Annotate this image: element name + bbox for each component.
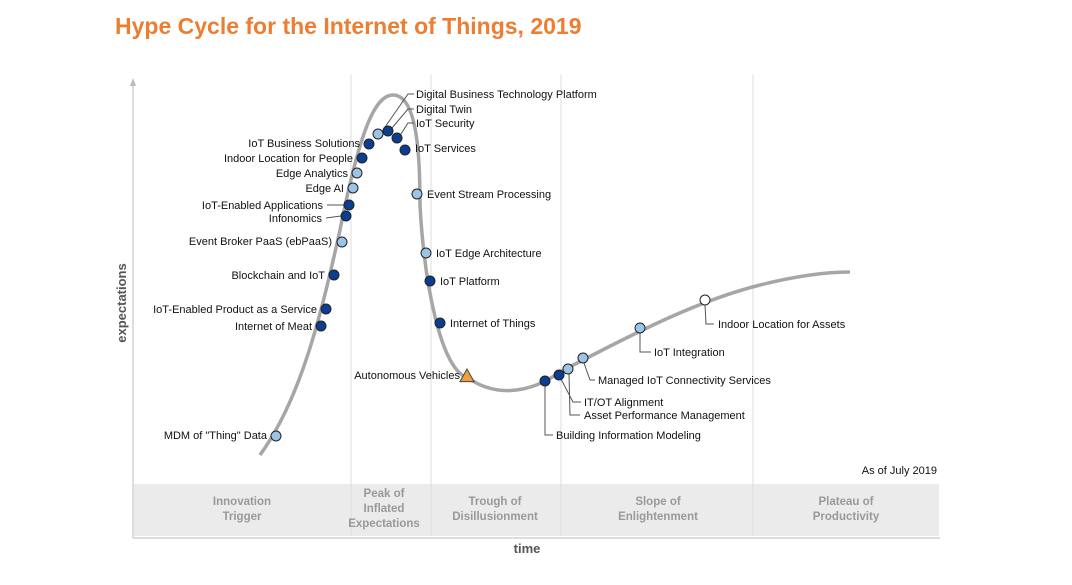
label-digital-business-technology-platform: Digital Business Technology Platform xyxy=(416,89,597,101)
leader-line-digital-business-technology-platform xyxy=(382,93,414,131)
label-it-ot-alignment: IT/OT Alignment xyxy=(584,397,663,409)
leader-line-iot-security xyxy=(400,122,414,135)
marker-iot-business-solutions xyxy=(363,138,375,150)
label-event-stream-processing: Event Stream Processing xyxy=(427,189,551,201)
marker-managed-iot-connectivity-services xyxy=(577,352,589,364)
marker-edge-ai xyxy=(347,182,359,194)
label-managed-iot-connectivity-services: Managed IoT Connectivity Services xyxy=(598,375,771,387)
label-event-broker-paas-ebpaas: Event Broker PaaS (ebPaaS) xyxy=(189,236,332,248)
label-iot-security: IoT Security xyxy=(416,118,475,130)
marker-iot-edge-architecture xyxy=(420,247,432,259)
phase-separators xyxy=(350,74,754,536)
leader-line-building-information-modeling xyxy=(544,386,553,436)
label-internet-of-things: Internet of Things xyxy=(450,318,536,330)
marker-mdm-of-thing-data xyxy=(270,430,282,442)
leader-line-infonomics xyxy=(325,215,342,219)
marker-asset-performance-management xyxy=(562,363,574,375)
phase-label: Peak of Inflated Expectations xyxy=(348,488,420,530)
marker-event-stream-processing xyxy=(411,188,423,200)
leader-line-asset-performance-management xyxy=(568,373,580,416)
marker-iot-security xyxy=(391,132,403,144)
label-edge-analytics: Edge Analytics xyxy=(276,168,349,180)
label-iot-platform: IoT Platform xyxy=(440,276,500,288)
marker-edge-analytics xyxy=(351,167,363,179)
marker-iot-enabled-product-as-a-service xyxy=(320,303,332,315)
label-iot-enabled-product-as-a-service: IoT-Enabled Product as a Service xyxy=(153,304,317,316)
marker-iot-enabled-applications xyxy=(343,199,355,211)
phase-label: Innovation Trigger xyxy=(213,496,271,523)
label-iot-business-solutions: IoT Business Solutions xyxy=(248,138,360,150)
marker-indoor-location-for-people xyxy=(356,152,368,164)
marker-infonomics xyxy=(340,210,352,222)
y-axis-arrow xyxy=(130,78,136,86)
marker-iot-integration xyxy=(634,322,646,334)
marker-digital-twin xyxy=(382,125,394,137)
label-iot-enabled-applications: IoT-Enabled Applications xyxy=(202,200,324,212)
label-building-information-modeling: Building Information Modeling xyxy=(556,430,701,442)
phase-label: Plateau of Productivity xyxy=(813,496,880,523)
label-iot-services: IoT Services xyxy=(415,143,476,155)
leader-line-iot-integration xyxy=(639,333,651,353)
chart-title: Hype Cycle for the Internet of Things, 2… xyxy=(115,13,582,39)
phase-label: Slope of Enlightenment xyxy=(618,496,698,523)
marker-iot-services xyxy=(399,144,411,156)
marker-digital-business-technology-platform xyxy=(372,128,384,140)
as-of-date: As of July 2019 xyxy=(862,465,937,477)
marker-building-information-modeling xyxy=(539,375,551,387)
label-infonomics: Infonomics xyxy=(269,213,323,225)
label-internet-of-meat: Internet of Meat xyxy=(235,321,312,333)
label-mdm-of-thing-data: MDM of "Thing" Data xyxy=(164,430,268,442)
label-edge-ai: Edge AI xyxy=(305,183,344,195)
label-indoor-location-for-assets: Indoor Location for Assets xyxy=(718,319,846,331)
phase-label: Trough of Disillusionment xyxy=(452,496,538,523)
marker-it-ot-alignment xyxy=(553,369,565,381)
marker-indoor-location-for-assets xyxy=(699,294,711,306)
marker-autonomous-vehicles xyxy=(459,367,475,383)
y-axis-label: expectations xyxy=(114,263,129,342)
label-asset-performance-management: Asset Performance Management xyxy=(584,410,745,422)
label-blockchain-and-iot: Blockchain and IoT xyxy=(231,270,325,282)
marker-event-broker-paas-ebpaas xyxy=(336,236,348,248)
marker-internet-of-things xyxy=(434,317,446,329)
label-indoor-location-for-people: Indoor Location for People xyxy=(224,153,353,165)
x-axis-label: time xyxy=(514,541,541,556)
leader-line-digital-twin xyxy=(391,108,414,129)
label-autonomous-vehicles: Autonomous Vehicles xyxy=(354,370,460,382)
label-iot-integration: IoT Integration xyxy=(654,347,725,359)
marker-internet-of-meat xyxy=(315,320,327,332)
leader-line-indoor-location-for-assets xyxy=(704,304,714,325)
label-digital-twin: Digital Twin xyxy=(416,104,472,116)
leader-line-it-ot-alignment xyxy=(560,378,581,403)
leader-line-managed-iot-connectivity-services xyxy=(583,362,595,381)
marker-iot-platform xyxy=(424,275,436,287)
label-iot-edge-architecture: IoT Edge Architecture xyxy=(436,248,542,260)
phase-band xyxy=(134,484,939,536)
marker-blockchain-and-iot xyxy=(328,269,340,281)
